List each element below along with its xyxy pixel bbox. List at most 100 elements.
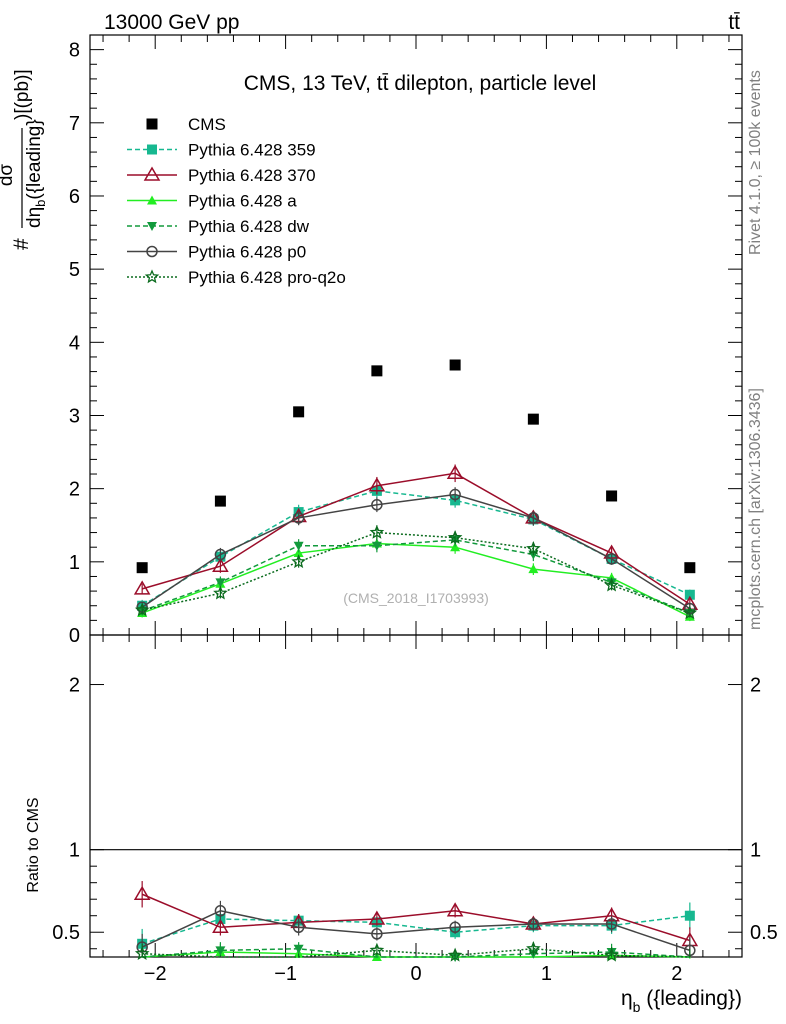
legend-marker [146,245,158,258]
series-line [142,531,691,614]
y-tick-label: 3 [69,405,80,427]
data-point [133,580,151,595]
y-tick-label: 4 [69,332,80,354]
ratio-point [368,910,386,925]
legend-marker [147,144,157,155]
ratio-line [142,947,690,958]
ratio-point [293,944,304,954]
main-series [133,359,699,622]
series-1 [133,464,699,611]
chart-title: CMS, 13 TeV, tt̄ dilepton, particle leve… [244,72,597,95]
ratio-point [214,905,227,917]
series-4 [136,487,696,615]
y-axis-label: # dσ dηb({leading} )[(pb)] [0,69,48,250]
data-point [447,530,463,544]
cms-point [684,562,696,574]
series-line [141,539,691,614]
watermark: (CMS_2018_I1703993) [343,590,489,606]
main-axes: 0 1 2 3 4 5 6 7 8 [69,35,742,647]
cms-point [527,413,539,425]
data-point [293,548,304,558]
x-tick-label: 0 [410,963,421,985]
data-point [528,564,539,574]
ratio-point [292,921,305,934]
ratio-tick-label: 1 [69,840,80,862]
series-line [141,490,691,607]
data-point [368,477,386,492]
legend-marker [143,166,161,181]
ratio-point [605,918,618,930]
ratio-point [527,918,540,930]
data-point [371,541,382,551]
legend-label-cms: CMS [188,115,226,134]
legend-marker-cms [146,118,158,130]
ratio-frame [89,634,743,958]
legend: CMS Pythia 6.428 359 Pythia 6.428 370 Pythi… [127,115,346,287]
data-point [215,578,226,588]
ratio-series [133,881,699,962]
ratio-point [133,885,151,901]
series-5 [134,524,698,620]
legend-label: Pythia 6.428 370 [188,166,316,185]
ratio-tick-label-right: 0.5 [750,922,778,944]
ratio-series-5 [134,940,691,962]
ratio-point [134,945,150,961]
data-point [213,585,228,600]
ratio-tick-label: 2 [69,675,80,697]
data-point [293,541,304,551]
ratio-point [446,902,464,917]
cms-point [606,490,618,502]
data-point [369,524,385,539]
cms-point [371,365,383,377]
data-point [605,553,618,565]
rivet-label: Rivet 4.1.0, ≥ 100k events [747,70,764,255]
ratio-point [369,942,385,957]
data-point [371,499,383,511]
data-point [450,542,461,552]
data-point [291,554,306,569]
data-point [526,540,541,555]
data-point [292,512,305,524]
y-tick-label: 6 [69,186,80,208]
ratio-axis-label: Ratio to CMS [25,797,42,892]
data-point [134,602,150,617]
series-line [141,493,691,610]
series-line [141,542,691,618]
ratio-line [141,893,691,942]
legend-marker [147,195,157,205]
data-point [684,589,695,600]
y-tick-label: 8 [69,40,80,62]
y-tick-label: 1 [69,552,80,574]
data-point [449,488,461,501]
x-tick-label: −1 [274,963,297,985]
x-tick-label: 1 [541,963,552,985]
y-tick-label: 7 [69,113,80,135]
x-tick-label: 2 [671,963,682,985]
ratio-line [141,909,691,952]
cms-data [136,359,696,574]
ratio-point [215,946,226,956]
energy-label: 13000 GeV pp [104,11,239,34]
data-point [446,464,464,480]
y-tick-label: 5 [69,259,80,281]
legend-marker [144,269,160,284]
ratio-point [212,918,229,934]
data-point [604,577,619,592]
cms-point [214,495,226,507]
ratio-tick-label-right: 1 [750,840,761,862]
data-point [682,605,698,620]
legend-label: Pythia 6.428 359 [188,141,316,160]
ratio-point [526,940,541,956]
y-tick-label: 2 [69,479,80,501]
y-tick-label: 0 [69,625,80,647]
series-line [141,472,691,605]
svg-text:dηb({leading}: dηb({leading} [24,119,48,228]
legend-label: Pythia 6.428 p0 [188,243,306,262]
ratio-point [447,947,463,962]
ratio-tick-label-right: 2 [750,675,761,697]
cms-point [136,562,148,574]
ratio-point [449,921,461,934]
cms-point [449,359,461,371]
ratio-point [684,910,695,921]
